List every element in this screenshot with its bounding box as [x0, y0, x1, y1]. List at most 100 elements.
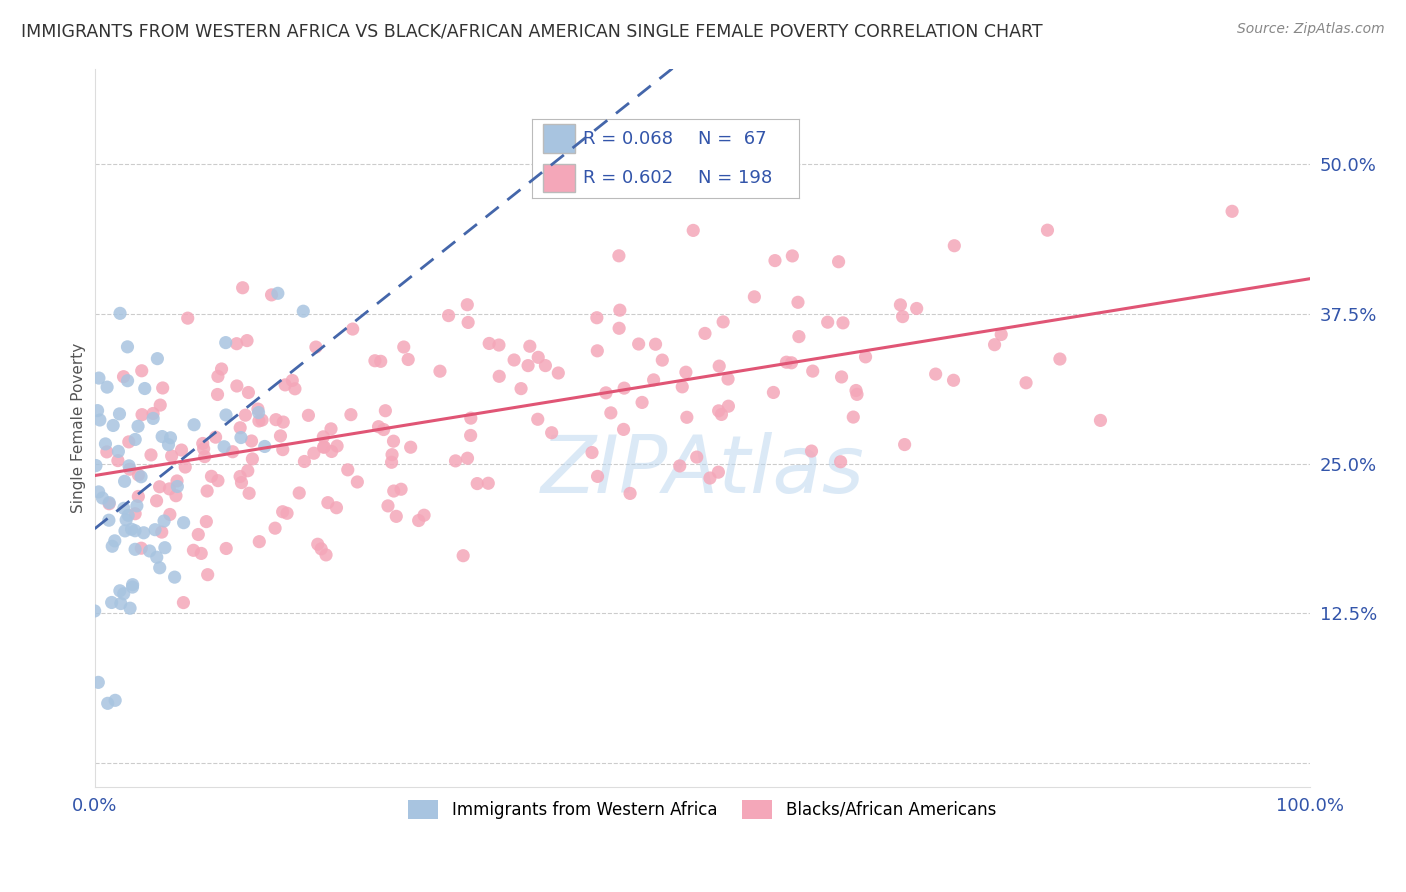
- Point: [392, 340, 415, 354]
- Point: [118, 462, 141, 476]
- Point: [110, 597, 132, 611]
- Point: [519, 339, 541, 353]
- Point: [246, 402, 269, 417]
- Point: [271, 415, 294, 429]
- Point: [152, 381, 174, 395]
- Point: [132, 525, 155, 540]
- Point: [312, 440, 335, 454]
- Point: [315, 548, 337, 562]
- Point: [364, 353, 387, 368]
- Point: [267, 286, 290, 301]
- Point: [682, 223, 704, 237]
- Point: [150, 429, 173, 443]
- Point: [276, 506, 298, 520]
- Point: [709, 359, 731, 373]
- Point: [717, 372, 740, 386]
- Point: [377, 499, 399, 513]
- Point: [174, 460, 197, 475]
- Y-axis label: Single Female Poverty: Single Female Poverty: [72, 343, 86, 513]
- Point: [96, 380, 118, 394]
- Point: [118, 458, 141, 473]
- Point: [456, 298, 478, 312]
- Point: [247, 406, 270, 420]
- Point: [787, 295, 810, 310]
- Point: [297, 409, 319, 423]
- Point: [326, 439, 349, 453]
- Point: [782, 249, 804, 263]
- Point: [160, 449, 183, 463]
- Point: [457, 315, 479, 329]
- Point: [142, 411, 165, 425]
- Point: [396, 352, 419, 367]
- Point: [943, 238, 966, 252]
- Point: [676, 410, 699, 425]
- Point: [1015, 376, 1038, 390]
- Point: [891, 310, 914, 324]
- Point: [87, 371, 110, 385]
- Point: [121, 580, 143, 594]
- Point: [146, 351, 169, 366]
- Point: [370, 354, 392, 368]
- Point: [889, 298, 911, 312]
- Point: [510, 382, 533, 396]
- Point: [651, 353, 673, 368]
- Point: [693, 326, 716, 341]
- Point: [108, 583, 131, 598]
- Point: [215, 541, 238, 556]
- Point: [232, 281, 254, 295]
- Point: [107, 444, 129, 458]
- Point: [229, 431, 252, 445]
- Point: [112, 587, 135, 601]
- Point: [204, 430, 226, 444]
- Point: [827, 254, 849, 268]
- Point: [195, 515, 218, 529]
- Point: [170, 443, 193, 458]
- Point: [215, 335, 238, 350]
- Point: [138, 544, 160, 558]
- Point: [124, 524, 146, 538]
- Point: [305, 340, 328, 354]
- Point: [830, 455, 852, 469]
- Point: [451, 549, 474, 563]
- Point: [207, 474, 229, 488]
- Point: [477, 476, 499, 491]
- Point: [284, 382, 307, 396]
- Point: [97, 696, 120, 710]
- Point: [613, 422, 636, 436]
- Point: [1220, 204, 1243, 219]
- Point: [763, 253, 786, 268]
- Point: [832, 316, 855, 330]
- Point: [120, 601, 142, 615]
- Point: [200, 469, 222, 483]
- Point: [707, 465, 730, 479]
- Point: [238, 385, 260, 400]
- Point: [271, 505, 294, 519]
- Point: [104, 533, 127, 548]
- Point: [207, 369, 229, 384]
- Point: [157, 437, 180, 451]
- Point: [429, 364, 451, 378]
- Point: [787, 329, 810, 343]
- Point: [127, 467, 149, 482]
- Point: [207, 387, 229, 401]
- Point: [139, 448, 162, 462]
- Point: [173, 516, 195, 530]
- Point: [855, 350, 877, 364]
- Point: [212, 440, 235, 454]
- Point: [581, 445, 603, 459]
- Point: [124, 507, 146, 521]
- Point: [586, 343, 609, 358]
- Point: [340, 408, 363, 422]
- Point: [503, 353, 526, 368]
- Point: [465, 476, 488, 491]
- Point: [114, 524, 136, 538]
- Point: [229, 469, 252, 483]
- Point: [242, 452, 264, 467]
- Point: [312, 430, 335, 444]
- Point: [149, 398, 172, 412]
- Point: [197, 567, 219, 582]
- Point: [124, 433, 146, 447]
- Point: [408, 514, 430, 528]
- Point: [183, 417, 205, 432]
- Point: [644, 337, 666, 351]
